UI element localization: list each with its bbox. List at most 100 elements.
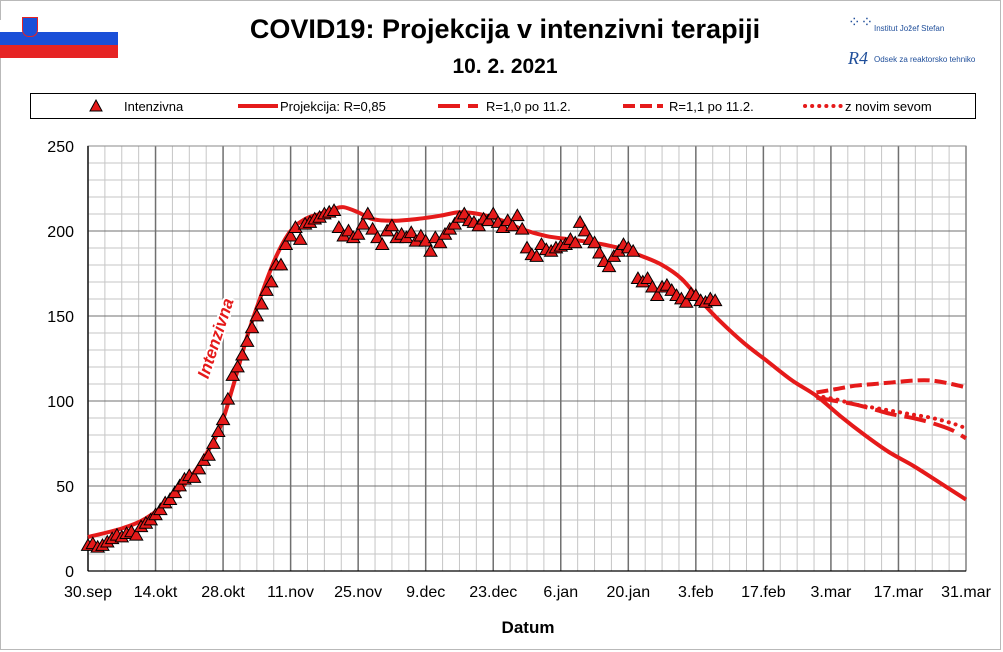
r4-logo: R4 Odsek za reaktorsko tehniko	[848, 48, 988, 70]
data-point-triangle	[191, 461, 207, 475]
data-point-triangle	[153, 502, 168, 516]
x-tick-label: 23.dec	[469, 584, 517, 601]
data-point-triangle	[162, 492, 178, 505]
data-point-triangle	[186, 469, 202, 483]
x-tick-label: 3.feb	[678, 584, 714, 601]
data-point-triangle	[370, 230, 385, 244]
x-tick-label: 3.mar	[810, 584, 852, 601]
data-point-triangle	[505, 218, 520, 232]
ijs-logo-text: Institut Jožef Stefan	[874, 24, 945, 33]
data-point-triangle	[645, 279, 660, 293]
data-point-triangle	[239, 333, 255, 347]
r4-logo-text: Odsek za reaktorsko tehniko	[874, 55, 976, 64]
series-line-4	[814, 393, 968, 431]
data-point-triangle	[128, 527, 144, 541]
data-point-triangle	[592, 245, 607, 259]
x-tick-label: 25.nov	[334, 584, 382, 601]
data-point-triangle	[326, 203, 342, 216]
data-point-triangle	[355, 216, 371, 230]
data-point-triangle	[481, 213, 496, 227]
data-point-triangle	[601, 259, 617, 273]
data-point-triangle	[707, 293, 723, 307]
data-point-triangle	[230, 359, 245, 373]
data-point-triangle	[215, 412, 231, 426]
y-tick-label: 200	[47, 224, 74, 241]
data-point-triangle	[374, 237, 390, 250]
data-point-triangle	[206, 435, 221, 449]
legend-label-projekcija: Projekcija: R=0,85	[280, 99, 386, 114]
data-point-triangle	[331, 220, 347, 233]
data-point-triangle	[254, 296, 270, 310]
y-tick-label: 100	[47, 394, 74, 411]
data-point-triangle	[283, 228, 298, 242]
intenzivna-annotation: Intenzivna	[194, 296, 238, 381]
data-point-triangle	[288, 220, 303, 233]
data-point-triangle	[220, 391, 236, 405]
data-point-triangle	[587, 235, 602, 249]
legend-longdash-icon	[438, 104, 478, 108]
legend-solid-line-icon	[238, 104, 278, 108]
x-tick-label: 6.jan	[543, 584, 578, 601]
ijs-logo: ⁘⁘ Institut Jožef Stefan	[848, 14, 988, 38]
y-tick-label: 150	[47, 309, 74, 326]
y-tick-label: 0	[65, 564, 74, 581]
data-point-triangle	[577, 223, 593, 237]
legend-label-r10: R=1,0 po 11.2.	[486, 99, 571, 114]
slovenia-flag-icon	[0, 17, 118, 58]
x-tick-label: 9.dec	[406, 584, 445, 601]
data-point-triangle	[210, 424, 226, 437]
data-point-triangle	[514, 221, 530, 235]
x-tick-label: 31.mar	[941, 584, 991, 601]
data-point-triangle	[567, 235, 583, 249]
legend-dash-icon	[623, 104, 663, 108]
data-point-triangle	[350, 226, 366, 240]
x-tick-label: 11.nov	[267, 584, 314, 601]
data-point-triangle	[640, 271, 655, 284]
data-point-triangle	[341, 223, 356, 237]
y-tick-label: 50	[56, 479, 74, 496]
x-tick-label: 14.okt	[134, 584, 178, 601]
data-point-triangle	[365, 221, 380, 235]
series-line-2	[816, 395, 968, 441]
legend-label-novi-sev: z novim sevom	[845, 99, 932, 114]
data-point-triangle	[678, 294, 694, 308]
data-point-triangle	[447, 216, 462, 230]
legend-label-intenzivna: Intenzivna	[124, 99, 184, 114]
legend-label-r11: R=1,1 po 11.2.	[669, 99, 754, 114]
chart-title: COVID19: Projekcija v intenzivni terapij…	[249, 14, 761, 44]
ijs-dots-icon: ⁘⁘	[848, 14, 874, 31]
series-line-3	[816, 378, 967, 395]
data-point-triangle	[172, 478, 188, 492]
legend-triangle-icon	[89, 98, 103, 112]
data-point-triangle	[519, 240, 535, 254]
data-point-triangle	[273, 257, 289, 271]
data-point-triangle	[167, 485, 183, 499]
data-point-triangle	[201, 447, 216, 461]
data-point-triangle	[225, 367, 241, 381]
data-point-triangle	[263, 274, 279, 288]
legend-dotted-icon	[803, 104, 843, 108]
data-point-triangle	[649, 288, 665, 301]
y-tick-label: 250	[47, 139, 74, 156]
data-point-triangle	[625, 243, 641, 257]
r4-mark-icon: R4	[848, 48, 868, 68]
data-point-triangle	[249, 308, 265, 322]
data-point-triangle	[423, 243, 438, 257]
data-point-triangle	[360, 206, 376, 220]
data-point-triangle	[235, 347, 250, 361]
x-tick-label: 20.jan	[607, 584, 651, 601]
data-point-triangle	[384, 218, 400, 232]
data-point-triangle	[432, 235, 448, 249]
data-point-triangle	[509, 208, 525, 222]
data-point-triangle	[529, 248, 545, 262]
x-axis-title: Datum	[502, 618, 555, 637]
data-point-triangle	[403, 225, 419, 239]
data-point-triangle	[572, 214, 588, 228]
data-point-triangle	[611, 243, 627, 257]
x-tick-label: 17.mar	[874, 584, 924, 601]
data-point-triangle	[292, 231, 308, 245]
data-point-triangle	[456, 206, 472, 220]
chart-legend: Intenzivna Projekcija: R=0,85 R=1,0 po 1…	[30, 93, 976, 119]
data-point-triangle	[244, 320, 260, 334]
